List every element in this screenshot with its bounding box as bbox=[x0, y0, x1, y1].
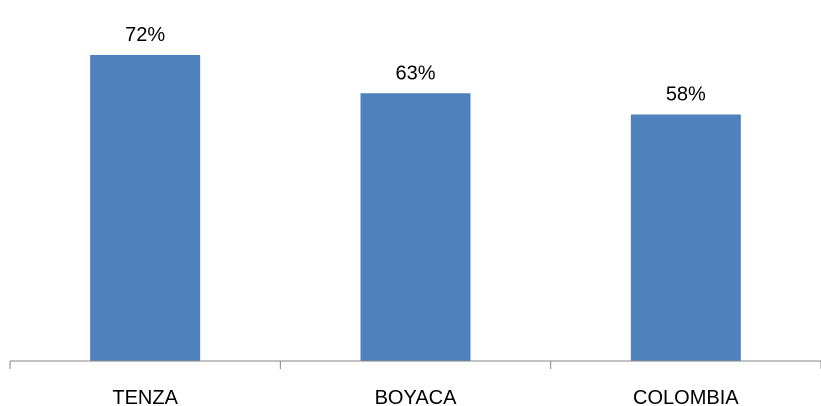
bar-colombia bbox=[630, 114, 741, 361]
category-label-tenza: TENZA bbox=[112, 387, 178, 406]
category-label-colombia: COLOMBIA bbox=[633, 387, 739, 406]
bar-boyaca bbox=[360, 93, 471, 361]
x-axis-ticks bbox=[9, 361, 821, 369]
category-label-boyaca: BOYACA bbox=[375, 387, 458, 406]
bar-tenza bbox=[90, 55, 201, 361]
data-label-boyaca: 63% bbox=[395, 62, 435, 84]
data-label-colombia: 58% bbox=[666, 84, 706, 106]
data-label-tenza: 72% bbox=[125, 24, 165, 46]
category-labels-group: TENZA BOYACA COLOMBIA bbox=[112, 387, 739, 406]
bars-group bbox=[90, 55, 741, 361]
data-labels-group: 72% 63% 58% bbox=[125, 24, 706, 106]
